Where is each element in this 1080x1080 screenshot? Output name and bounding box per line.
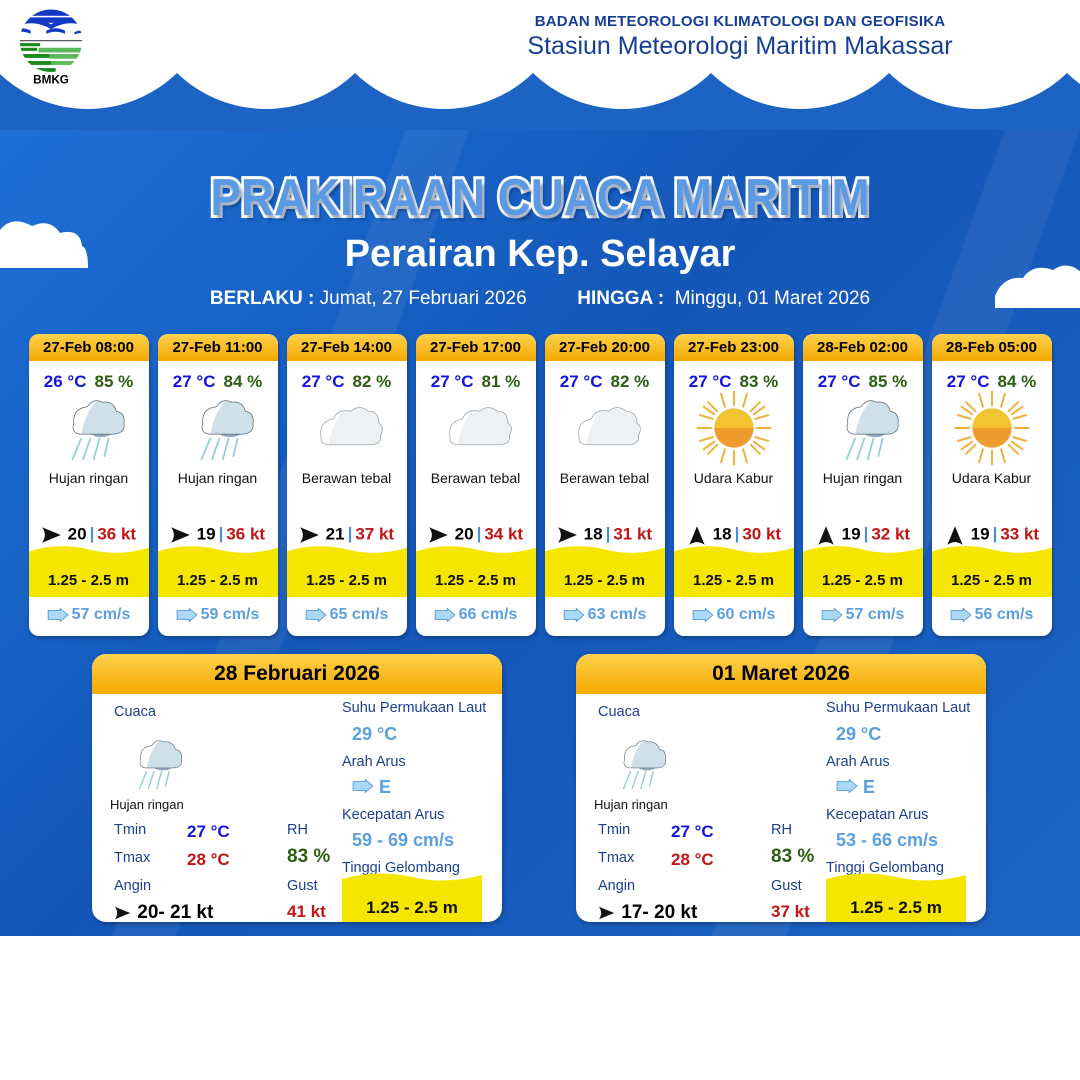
svg-text:BMKG: BMKG: [33, 74, 69, 86]
